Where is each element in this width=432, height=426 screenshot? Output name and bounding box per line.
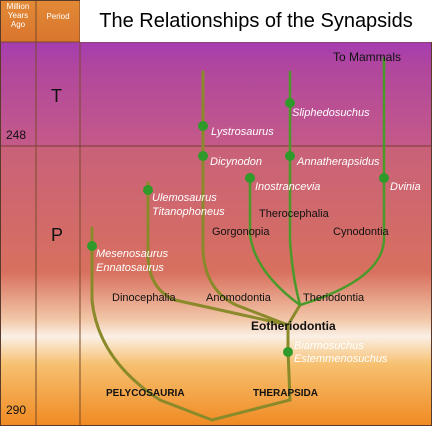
label-dvinia: Dvinia: [390, 181, 421, 193]
header-period: Period: [46, 12, 70, 21]
header-years-ago: Million Years Ago: [6, 2, 30, 29]
label-ennatosaurus: Ennatosaurus: [96, 262, 164, 274]
branch-pelycosauria: [90, 226, 214, 422]
label-pelycosauria: PELYCOSAURIA: [106, 388, 185, 399]
label-therapsida: THERAPSIDA: [253, 388, 318, 399]
branch-gorgonopia: [248, 176, 302, 307]
node-annatherapsidus: [285, 151, 295, 161]
branch-dinocephalia: [146, 181, 290, 327]
label-ulemosaurus: Ulemosaurus: [152, 192, 217, 204]
label-gorgonopia: Gorgonopia: [212, 226, 270, 238]
page-title: The Relationships of the Synapsids: [80, 0, 432, 42]
label-to-mammals: To Mammals: [333, 50, 401, 64]
branch-theriodontia: [286, 303, 302, 327]
label-titanophoneus: Titanophoneus: [152, 206, 225, 218]
label-sliphedosuchus: Sliphedosuchus: [292, 107, 370, 119]
label-dicynodon: Dicynodon: [210, 156, 262, 168]
label-mesenosaurus: Mesenosaurus: [96, 248, 169, 260]
label-annatherapsidus: Annatherapsidus: [296, 156, 380, 168]
label-eotheriodontia: Eotheriodontia: [251, 319, 336, 333]
label-estemmenosuchus: Estemmenosuchus: [294, 353, 388, 365]
age-boundary: 248: [6, 128, 27, 142]
node-mesenosaurus: [87, 241, 97, 251]
node-sliphedosuchus: [285, 98, 295, 108]
node-dicynodon: [198, 151, 208, 161]
period-permian: P: [51, 225, 64, 245]
label-cynodontia: Cynodontia: [333, 226, 390, 238]
node-ulemosaurus: [143, 185, 153, 195]
label-dinocephalia: Dinocephalia: [112, 292, 176, 304]
label-theriodontia: Theriodontia: [303, 292, 365, 304]
label-lystrosaurus: Lystrosaurus: [211, 126, 274, 138]
branch-trunk: [210, 323, 292, 422]
node-biarmosuchus: [283, 347, 293, 357]
branch-therocephalia: [288, 70, 302, 307]
taxon-nodes: [87, 98, 389, 357]
label-biarmosuchus: Biarmosuchus: [294, 340, 364, 352]
label-anomodontia: Anomodontia: [206, 292, 272, 304]
branch-cynodontia: [298, 56, 386, 307]
age-bottom: 290: [6, 403, 27, 417]
label-inostrancevia: Inostrancevia: [255, 181, 320, 193]
node-lystrosaurus: [198, 121, 208, 131]
label-therocephalia: Therocephalia: [259, 208, 330, 220]
branch-anomodontia: [201, 70, 290, 327]
period-triassic: T: [51, 86, 62, 106]
node-dvinia: [379, 173, 389, 183]
node-inostrancevia: [245, 173, 255, 183]
